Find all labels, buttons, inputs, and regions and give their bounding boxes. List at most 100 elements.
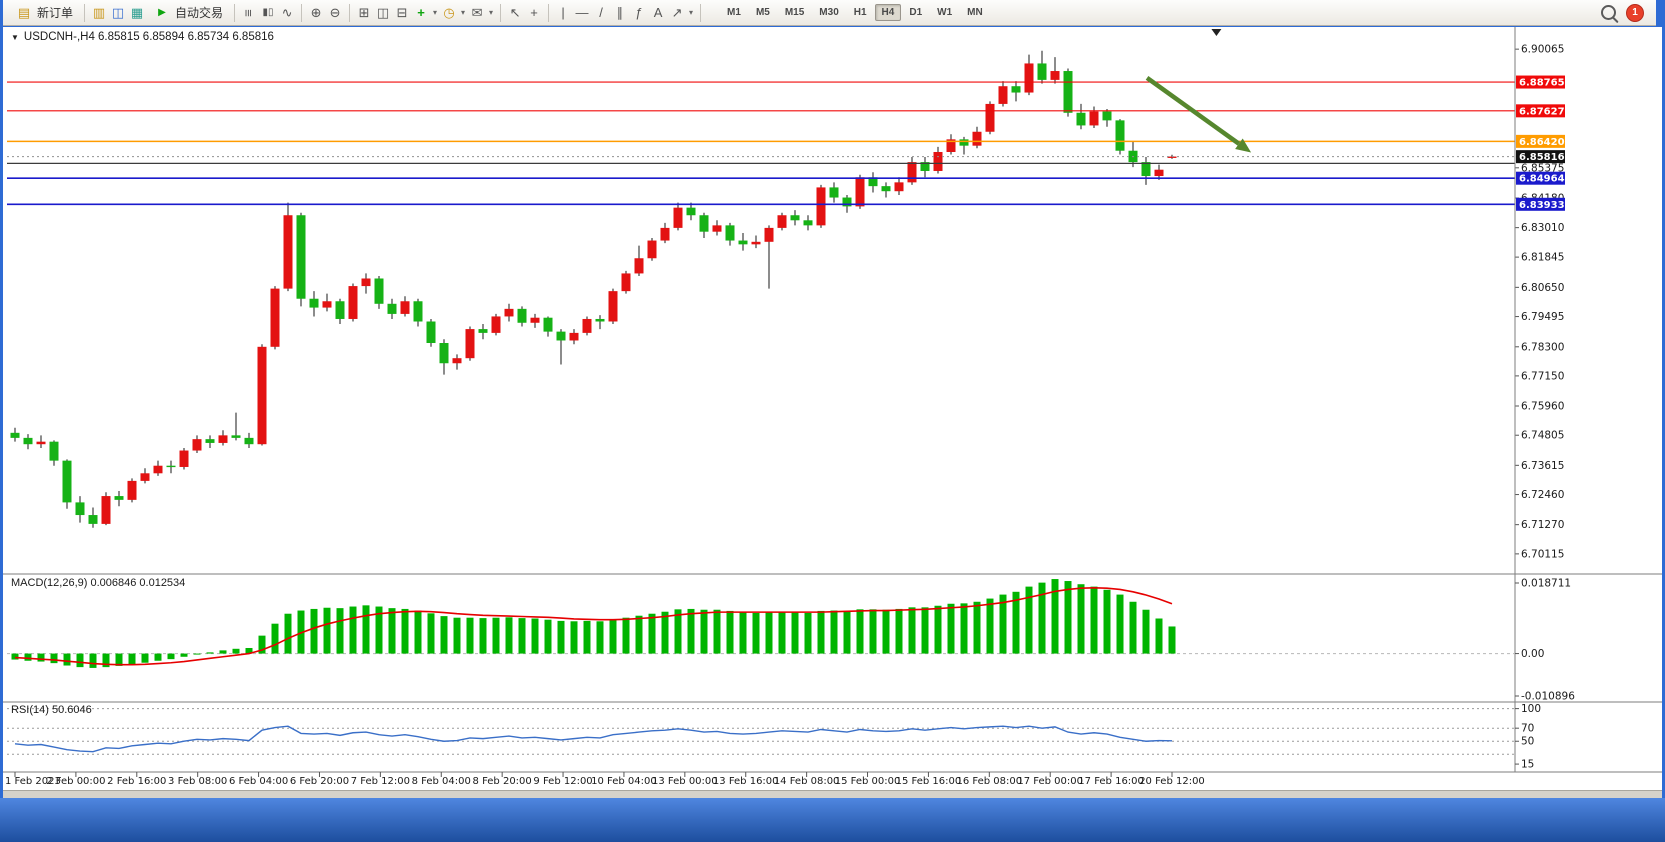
market-watch-icon[interactable]: ◫ [111, 4, 125, 20]
candle-up [673, 207, 683, 228]
candle-up [569, 332, 579, 341]
autotrade-button[interactable]: ▶ 自动交易 [147, 2, 229, 24]
macd-bar [765, 612, 773, 654]
candle-up [153, 465, 163, 474]
channel-icon[interactable]: ∥ [616, 4, 624, 20]
candle-down [335, 301, 345, 319]
new-order-label: 新订单 [37, 6, 74, 20]
fibonacci-icon[interactable]: ƒ [635, 5, 643, 20]
candle-down [595, 318, 605, 322]
macd-axis-label: -0.010896 [1521, 691, 1575, 703]
candle-up [400, 301, 410, 314]
chart-background[interactable] [3, 27, 1662, 790]
candle-down [868, 177, 878, 187]
candle-up [582, 318, 592, 333]
new-order-button[interactable]: ▤ 新订单 [9, 2, 79, 24]
candle-up [36, 441, 46, 445]
timeframe-button-h4[interactable]: H4 [874, 4, 902, 21]
bar-chart-icon[interactable]: ≡ [241, 8, 257, 17]
charts-tile-icon[interactable]: ▥ [92, 4, 106, 20]
macd-bar [375, 606, 383, 654]
timeframe-button-mn[interactable]: MN [967, 7, 983, 18]
timeframe-button-h1[interactable]: H1 [853, 7, 867, 18]
navigator-icon[interactable]: ▦ [130, 4, 144, 20]
macd-bar [102, 653, 110, 668]
candle-down [829, 187, 839, 198]
price-axis-label: 6.81845 [1521, 252, 1564, 264]
line-chart-icon[interactable]: ∿ [281, 4, 293, 20]
autotrade-label: 自动交易 [175, 6, 224, 20]
macd-bar [739, 612, 747, 654]
macd-bar [1025, 586, 1033, 654]
profiles-icon[interactable]: ⊟ [396, 4, 408, 20]
price-axis-label: 6.79495 [1521, 311, 1564, 323]
crosshair-icon[interactable]: + [530, 5, 538, 20]
trend-arrow-annotation[interactable] [1145, 76, 1252, 153]
candle-down [1115, 120, 1125, 151]
candle-down [114, 496, 124, 500]
text-tool-icon[interactable]: A [653, 5, 663, 20]
candle-up [634, 258, 644, 274]
price-badge-label: 6.83933 [1519, 200, 1565, 211]
candle-up [660, 227, 670, 241]
toolbar-separator [234, 3, 236, 22]
candle-up [192, 439, 202, 451]
vertical-line-icon[interactable]: | [561, 5, 565, 20]
macd-bar [50, 653, 58, 664]
macd-bar [323, 607, 331, 654]
timeframe-button-w1[interactable]: W1 [937, 7, 953, 18]
candle-down [49, 441, 59, 461]
candle-up [218, 435, 228, 443]
candle-up [1154, 169, 1164, 177]
candlestick-chart-icon[interactable]: ▮▯ [262, 7, 274, 18]
new-chart-icon[interactable]: ◫ [376, 4, 390, 20]
chart-shift-marker[interactable] [1211, 29, 1222, 36]
time-axis-label: 6 Feb 04:00 [229, 776, 288, 787]
templates-icon[interactable]: ✉ [471, 4, 483, 20]
horizontal-line-icon[interactable]: — [575, 5, 589, 20]
candle-down [803, 220, 813, 226]
periods-icon[interactable]: ◷ [443, 4, 455, 20]
chevron-down-icon: ▾ [689, 8, 694, 17]
candle-up [985, 103, 995, 132]
time-axis-label: 2 Feb 00:00 [46, 776, 105, 787]
timeframe-button-m1[interactable]: M1 [727, 7, 741, 18]
timeframe-button-m30[interactable]: M30 [819, 7, 839, 18]
timeframe-toolbar: M1 M5 M15 M30 H1 H4 D1 W1 MN [720, 4, 990, 21]
time-axis-label: 16 Feb 08:00 [957, 776, 1023, 787]
macd-bar [271, 623, 279, 654]
timeframe-button-m15[interactable]: M15 [784, 7, 805, 18]
timeframe-button-d1[interactable]: D1 [909, 7, 923, 18]
notification-badge[interactable]: 1 [1626, 3, 1644, 22]
macd-bar [440, 616, 448, 654]
candle-up [361, 278, 371, 287]
price-chart[interactable]: 6.900656.853756.841806.830106.818456.806… [3, 27, 1662, 790]
macd-signal-line [14, 587, 1173, 666]
candle-down [517, 308, 527, 323]
price-axis-label: 6.71270 [1521, 519, 1564, 531]
candle-down [1076, 112, 1086, 126]
macd-bar [635, 615, 643, 654]
macd-bar [141, 653, 149, 663]
macd-bar [180, 653, 188, 657]
chart-window: 6.900656.853756.841806.830106.818456.806… [3, 27, 1662, 790]
zoom-out-icon[interactable]: ⊖ [329, 4, 341, 20]
add-indicator-icon[interactable]: + [417, 5, 425, 20]
macd-bar [1103, 589, 1111, 654]
macd-bar [1168, 626, 1176, 654]
macd-bar [1129, 601, 1137, 654]
search-icon[interactable] [1601, 5, 1616, 20]
zoom-in-icon[interactable]: ⊕ [310, 4, 322, 20]
macd-bar [869, 609, 877, 654]
candle-down [1102, 111, 1112, 121]
arrows-tool-icon[interactable]: ↗ [671, 4, 683, 20]
price-axis-label: 6.85375 [1521, 162, 1564, 174]
timeframe-button-m5[interactable]: M5 [755, 7, 770, 18]
candle-up [257, 346, 267, 445]
candle-down [543, 317, 553, 332]
cursor-icon[interactable]: ↖ [509, 4, 521, 20]
tile-windows-icon[interactable]: ⊞ [358, 4, 370, 20]
price-badge [1516, 104, 1565, 118]
trendline-icon[interactable]: / [599, 5, 603, 20]
macd-histogram [11, 579, 1176, 668]
